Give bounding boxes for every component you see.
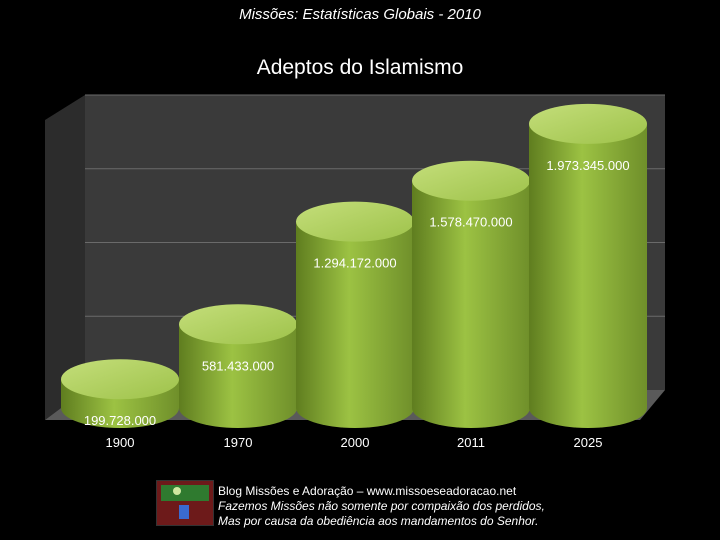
bar-value-label: 1.294.172.000 <box>313 256 396 271</box>
bar-top <box>179 304 297 345</box>
bar-top <box>61 359 179 400</box>
chart-side-wall <box>45 95 85 420</box>
bar-value-label: 1.973.345.000 <box>546 158 629 173</box>
x-tick-label: 1900 <box>106 435 135 450</box>
bar-body <box>412 180 530 428</box>
bar-value-label: 1.578.470.000 <box>429 215 512 230</box>
bar-body <box>296 221 414 428</box>
footer-text: Blog Missões e Adoração – www.missoesead… <box>218 484 545 529</box>
x-tick-label: 2000 <box>341 435 370 450</box>
globe-missions-icon <box>156 480 214 526</box>
chart-title: Adeptos do Islamismo <box>256 56 464 79</box>
bar-top <box>412 160 530 201</box>
footer: Blog Missões e Adoração – www.missoesead… <box>156 480 566 530</box>
footer-line-blog: Blog Missões e Adoração – www.missoesead… <box>218 484 517 498</box>
bar-2025: 1.973.345.000 <box>529 103 647 428</box>
x-tick-label: 2011 <box>457 435 485 450</box>
bar-2011: 1.578.470.000 <box>412 160 530 428</box>
bar-value-label: 581.433.000 <box>202 358 274 373</box>
bar-top <box>529 103 647 144</box>
bar-2000: 1.294.172.000 <box>296 201 414 428</box>
x-tick-label: 2025 <box>574 435 603 450</box>
bar-1970: 581.433.000 <box>179 304 297 428</box>
footer-line-motto-2: Mas por causa da obediência aos mandamen… <box>218 514 539 528</box>
bar-value-label: 199.728.000 <box>84 413 156 428</box>
x-tick-label: 1970 <box>224 435 253 450</box>
chart-subtitle: Missões: Estatísticas Globais - 2010 <box>239 6 481 23</box>
bar-body <box>179 324 297 428</box>
bar-top <box>296 201 414 242</box>
bar-body <box>529 123 647 428</box>
footer-line-motto-1: Fazemos Missões não somente por compaixã… <box>218 499 545 513</box>
bar-1900: 199.728.000 <box>61 359 179 428</box>
